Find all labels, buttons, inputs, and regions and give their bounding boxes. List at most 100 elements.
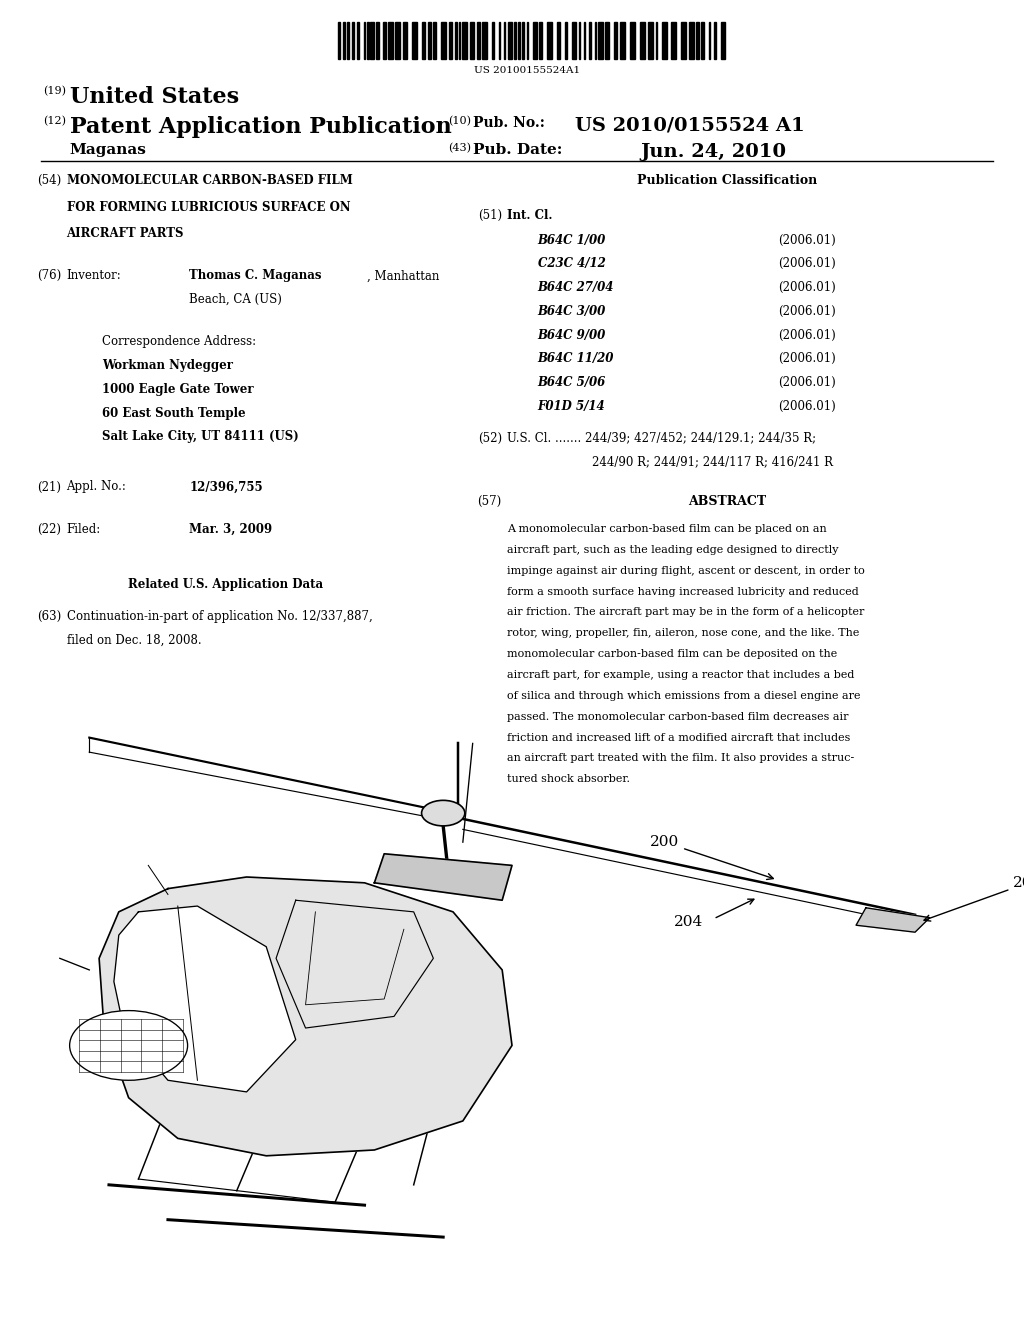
Bar [482, 22, 487, 59]
Bar [347, 22, 349, 59]
Bar [376, 22, 379, 59]
Bar [367, 22, 369, 59]
Circle shape [70, 1011, 187, 1080]
Text: U.S. Cl. ....... 244/39; 427/452; 244/129.1; 244/35 R;: U.S. Cl. ....... 244/39; 427/452; 244/12… [507, 432, 816, 445]
Text: 202: 202 [924, 875, 1024, 921]
Bar [428, 22, 431, 59]
Text: A monomolecular carbon-based film can be placed on an: A monomolecular carbon-based film can be… [507, 524, 826, 535]
Bar [395, 22, 400, 59]
Text: Salt Lake City, UT 84111 (US): Salt Lake City, UT 84111 (US) [102, 430, 299, 444]
Bar [492, 22, 494, 59]
Bar [455, 22, 457, 59]
Bar [499, 22, 500, 59]
Text: Int. Cl.: Int. Cl. [507, 209, 552, 222]
Text: (54): (54) [37, 174, 61, 187]
Text: (43): (43) [449, 143, 471, 153]
Text: 204: 204 [675, 915, 703, 929]
Text: an aircraft part treated with the film. It also provides a struc-: an aircraft part treated with the film. … [507, 754, 854, 763]
Text: Appl. No.:: Appl. No.: [67, 480, 126, 494]
Text: Inventor:: Inventor: [67, 269, 121, 282]
Text: impinge against air during flight, ascent or descent, in order to: impinge against air during flight, ascen… [507, 566, 864, 576]
Text: friction and increased lift of a modified aircraft that includes: friction and increased lift of a modifie… [507, 733, 850, 743]
Text: (51): (51) [477, 209, 502, 222]
Text: 60 East South Temple: 60 East South Temple [102, 407, 246, 420]
Bar [671, 22, 676, 59]
Bar [338, 22, 340, 59]
Polygon shape [375, 854, 512, 900]
Bar [689, 22, 694, 59]
Bar [613, 22, 616, 59]
Bar [441, 22, 446, 59]
Bar [477, 22, 480, 59]
Text: United States: United States [70, 86, 239, 108]
Bar [700, 22, 703, 59]
Text: B64C 11/20: B64C 11/20 [538, 352, 614, 366]
Bar [695, 22, 699, 59]
Text: (2006.01): (2006.01) [778, 257, 836, 271]
Text: Publication Classification: Publication Classification [637, 174, 817, 187]
Text: (12): (12) [44, 116, 67, 127]
Text: F01D 5/14: F01D 5/14 [538, 400, 605, 413]
Bar [383, 22, 386, 59]
Bar [514, 22, 516, 59]
Text: Thomas C. Maganas: Thomas C. Maganas [189, 269, 322, 282]
Text: Filed:: Filed: [67, 523, 100, 536]
Text: (2006.01): (2006.01) [778, 352, 836, 366]
Text: Jun. 24, 2010: Jun. 24, 2010 [640, 143, 786, 161]
Text: monomolecular carbon-based film can be deposited on the: monomolecular carbon-based film can be d… [507, 649, 838, 659]
Bar [557, 22, 560, 59]
Bar [565, 22, 567, 59]
Bar [648, 22, 653, 59]
Bar [357, 22, 358, 59]
Text: US 2010/0155524 A1: US 2010/0155524 A1 [575, 116, 805, 135]
Circle shape [422, 800, 465, 826]
Text: (22): (22) [38, 523, 61, 536]
Bar [572, 22, 575, 59]
Text: passed. The monomolecular carbon-based film decreases air: passed. The monomolecular carbon-based f… [507, 711, 848, 722]
Text: form a smooth surface having increased lubricity and reduced: form a smooth surface having increased l… [507, 586, 859, 597]
Bar [548, 22, 552, 59]
Bar [371, 22, 374, 59]
Text: air friction. The aircraft part may be in the form of a helicopter: air friction. The aircraft part may be i… [507, 607, 864, 618]
Bar [579, 22, 581, 59]
Text: Beach, CA (US): Beach, CA (US) [189, 293, 283, 306]
Bar [521, 22, 524, 59]
Text: tured shock absorber.: tured shock absorber. [507, 775, 630, 784]
Bar [422, 22, 425, 59]
Text: 200: 200 [650, 836, 773, 879]
Bar [388, 22, 392, 59]
Text: (63): (63) [37, 610, 61, 623]
Text: (2006.01): (2006.01) [778, 400, 836, 413]
Text: (57): (57) [477, 495, 502, 508]
Text: , Manhattan: , Manhattan [367, 269, 439, 282]
Bar [352, 22, 354, 59]
Text: filed on Dec. 18, 2008.: filed on Dec. 18, 2008. [67, 634, 201, 647]
Text: (10): (10) [449, 116, 471, 127]
Bar [403, 22, 407, 59]
Bar [621, 22, 626, 59]
Bar [598, 22, 603, 59]
Bar [539, 22, 543, 59]
Bar [663, 22, 668, 59]
Text: Related U.S. Application Data: Related U.S. Application Data [128, 578, 323, 591]
Polygon shape [99, 876, 512, 1156]
Text: Workman Nydegger: Workman Nydegger [102, 359, 233, 372]
Bar [534, 22, 537, 59]
Bar [640, 22, 645, 59]
Text: (2006.01): (2006.01) [778, 305, 836, 318]
Bar [449, 22, 453, 59]
Text: 12/396,755: 12/396,755 [189, 480, 263, 494]
Bar [433, 22, 436, 59]
Bar [470, 22, 474, 59]
Text: aircraft part, for example, using a reactor that includes a bed: aircraft part, for example, using a reac… [507, 671, 854, 680]
Text: B64C 5/06: B64C 5/06 [538, 376, 606, 389]
Bar [605, 22, 608, 59]
Text: ABSTRACT: ABSTRACT [688, 495, 766, 508]
Polygon shape [114, 906, 296, 1092]
Text: aircraft part, such as the leading edge designed to directly: aircraft part, such as the leading edge … [507, 545, 839, 554]
Text: (76): (76) [37, 269, 61, 282]
Text: MONOMOLECULAR CARBON-BASED FILM: MONOMOLECULAR CARBON-BASED FILM [67, 174, 352, 187]
Text: Correspondence Address:: Correspondence Address: [102, 335, 257, 348]
Text: (2006.01): (2006.01) [778, 234, 836, 247]
Text: B64C 9/00: B64C 9/00 [538, 329, 606, 342]
